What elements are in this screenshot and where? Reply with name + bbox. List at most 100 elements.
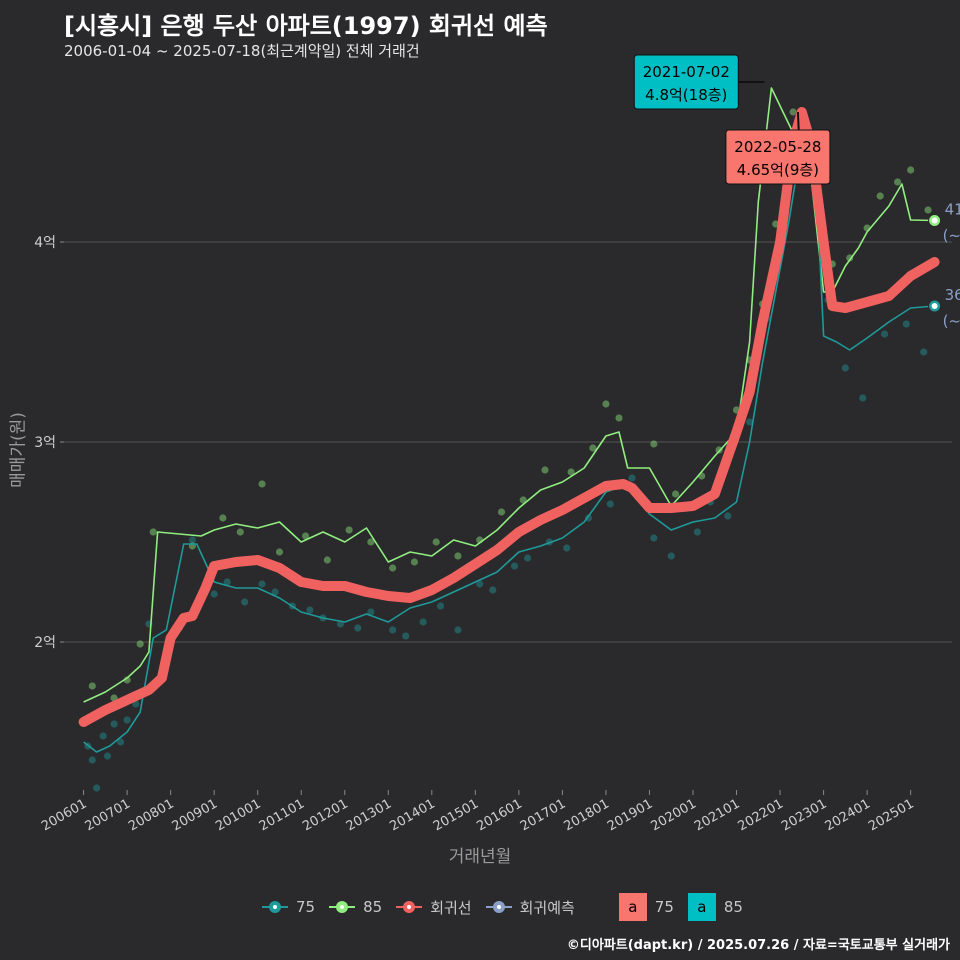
x-tick-label: 202201: [736, 796, 786, 834]
scatter-point-85: [275, 548, 284, 556]
scatter-point-75: [93, 784, 101, 792]
scatter-point-85: [789, 108, 797, 116]
x-tick-label: 200801: [126, 796, 176, 834]
x-tick-label: 202501: [866, 796, 916, 834]
scatter-point-85: [301, 532, 310, 540]
legend: 75 85 회귀선 회귀예측 a 75 a 85: [262, 893, 757, 921]
legend-box-85: a: [687, 893, 716, 921]
scatter-point-75: [489, 586, 497, 594]
y-tick-label: 3억: [34, 435, 56, 451]
scatter-point-75: [523, 554, 532, 562]
x-tick-label: 202001: [649, 796, 699, 834]
x-tick-label: 201001: [213, 796, 263, 834]
scatter-point-85: [345, 526, 353, 534]
series-line-75: [83, 141, 935, 753]
scatter-point-75: [103, 752, 112, 760]
scatter-point-75: [880, 330, 889, 338]
scatter-point-75: [902, 320, 910, 328]
x-tick-label: 202401: [823, 796, 873, 834]
scatter-point-85: [88, 682, 96, 690]
x-tick-label: 202301: [779, 796, 829, 834]
scatter-point-75: [859, 394, 867, 402]
chart-title: [시흥시] 은행 두산 아파트(1997) 회귀선 예측: [64, 12, 548, 40]
scatter-point-75: [667, 552, 675, 560]
scatter-point-75: [389, 626, 397, 634]
legend-label-forecast: 회귀예측: [519, 898, 575, 917]
end-marker-center-0: [931, 217, 938, 224]
scatter-point-75: [188, 536, 197, 544]
end-area-label-0: (~85㎡): [943, 227, 960, 245]
scatter-point-75: [258, 580, 266, 588]
legend-box-label-85: 85: [723, 898, 743, 916]
legend-box-item-75: a 75: [618, 893, 674, 921]
x-tick-label: 200601: [39, 796, 89, 834]
x-tick-label: 201401: [387, 796, 437, 834]
scatter-point-75: [650, 534, 658, 542]
x-tick-label: 201801: [561, 796, 611, 834]
annotation-price: 4.65억(9층): [737, 161, 819, 179]
scatter-point-75: [920, 348, 928, 356]
scatter-point-85: [236, 528, 244, 536]
scatter-point-85: [876, 192, 884, 200]
scatter-point-75: [436, 602, 445, 610]
scatter-point-85: [149, 528, 157, 536]
scatter-point-85: [432, 538, 440, 546]
scatter-point-75: [454, 626, 462, 634]
x-tick-label: 201501: [431, 796, 481, 834]
scatter-point-85: [589, 444, 597, 452]
x-tick-label: 201201: [300, 796, 350, 834]
scatter-point-75: [210, 590, 218, 598]
legend-item-forecast: 회귀예측: [485, 897, 575, 918]
scatter-point-75: [354, 624, 362, 632]
scatter-point-75: [123, 716, 131, 724]
scatter-point-75: [271, 588, 279, 596]
scatter-point-85: [519, 496, 527, 504]
x-tick-label: 200701: [83, 796, 133, 834]
annotation-date: 2022-05-28: [734, 138, 821, 156]
scatter-point-75: [606, 500, 614, 508]
scatter-point-85: [907, 166, 915, 174]
scatter-point-85: [219, 514, 227, 522]
legend-item-75: 75: [262, 898, 315, 916]
scatter-point-85: [602, 400, 610, 408]
legend-item-regression: 회귀선: [396, 897, 472, 918]
legend-key-forecast-icon: [485, 899, 512, 915]
legend-label-85: 85: [363, 898, 383, 916]
legend-box-label-75: 75: [654, 898, 674, 916]
scatter-point-85: [893, 178, 902, 186]
scatter-point-75: [724, 512, 732, 520]
legend-label-regression: 회귀선: [430, 898, 472, 917]
scatter-point-85: [615, 414, 623, 422]
scatter-point-75: [367, 608, 375, 616]
y-axis-label-text: 매매가(원): [8, 412, 29, 488]
scatter-point-85: [497, 508, 506, 516]
source-caption: ©디아파트(dapt.kr) / 2025.07.26 / 자료=국토교통부 실…: [566, 938, 950, 953]
scatter-point-75: [88, 756, 96, 764]
end-value-label-0: 41,075: [945, 201, 960, 219]
legend-key-85-icon: [329, 899, 356, 915]
scatter-point-85: [454, 552, 462, 560]
scatter-point-75: [693, 528, 701, 536]
scatter-point-75: [223, 578, 231, 586]
scatter-point-75: [241, 598, 249, 606]
scatter-point-75: [841, 364, 849, 372]
x-tick-label: 200901: [170, 796, 220, 834]
scatter-point-85: [389, 564, 397, 572]
scatter-point-85: [258, 480, 266, 488]
end-marker-center-1: [931, 303, 938, 309]
x-tick-label: 202101: [692, 796, 742, 834]
annotation-leader: [796, 111, 800, 131]
annotation-price: 4.8억(18층): [645, 86, 727, 104]
legend-label-75: 75: [296, 898, 316, 916]
x-tick-label: 201301: [344, 796, 394, 834]
end-value-label-1: 36,800: [945, 286, 960, 304]
scatter-point-75: [110, 720, 118, 728]
legend-key-75-icon: [262, 899, 288, 915]
end-area-label-1: (~75㎡): [943, 312, 960, 330]
scatter-point-75: [402, 632, 410, 640]
x-tick-label: 201901: [605, 796, 655, 834]
scatter-point-75: [476, 580, 484, 588]
annotation-box: [725, 129, 831, 185]
